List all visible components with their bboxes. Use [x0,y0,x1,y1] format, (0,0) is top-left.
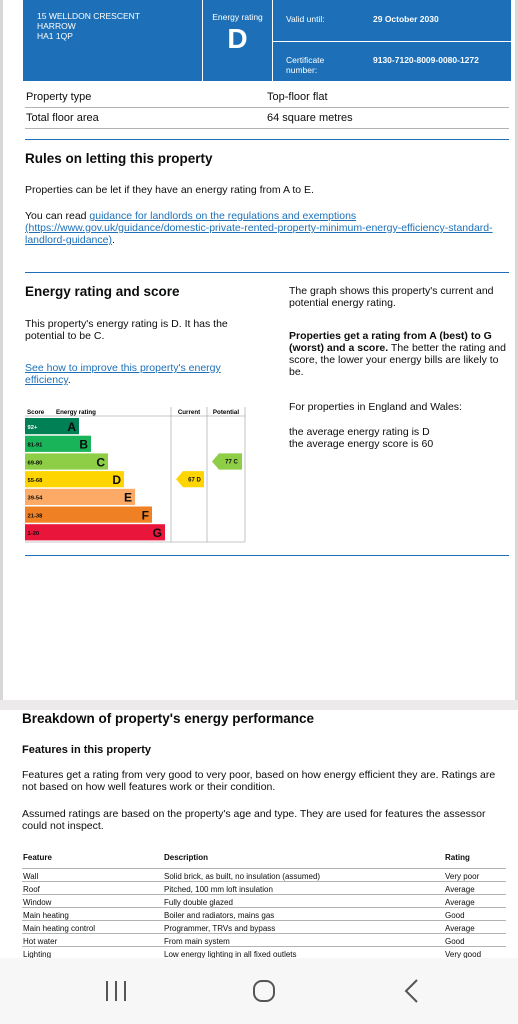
table-row: Main heating control Programmer, TRVs and… [22,921,506,934]
features-paragraph-2: Assumed ratings are based on the propert… [22,808,486,832]
band-letter-d: D [112,473,121,487]
band-letter-e: E [124,491,132,505]
band-letter-c: C [96,455,105,469]
rating-paragraph: This property's energy rating is D. It h… [25,318,228,342]
rating-band-d [25,471,124,488]
rating-explanation: Properties get a rating from A (best) to… [289,330,506,378]
rating-section-title: Energy rating and score [25,284,180,299]
average-rating: the average energy rating is D [289,426,430,438]
band-range-e: 39-54 [28,496,44,502]
certificate-header: 15 WELLDON CRESCENT HARROW HA1 1QP Energ… [23,0,511,81]
property-address: 15 WELLDON CRESCENT HARROW HA1 1QP [37,11,140,41]
features-paragraph-1: Features get a rating from very good to … [22,769,496,793]
chart-header-potential: Potential [213,409,239,416]
band-letter-f: F [142,508,149,522]
certificate-number-label: Certificate number: [286,55,325,75]
rating-band-g [25,524,165,541]
improve-paragraph: See how to improve this property's energ… [25,362,221,386]
rating-band-c [25,453,108,470]
recent-apps-icon [106,981,126,1001]
back-icon [404,979,418,1003]
potential-rating-arrow [212,453,242,470]
table-header-row: Feature Description Rating [22,852,506,869]
table-row: Window Fully double glazed Average [22,895,506,908]
table-row: Roof Pitched, 100 mm loft insulation Avera… [22,882,506,895]
table-row: Hot water From main system Good [22,934,506,947]
letting-title: Rules on letting this property [25,151,213,166]
band-range-g: 1-20 [28,531,40,537]
letting-guidance: You can read guidance for landlords on t… [25,210,493,246]
recent-apps-button[interactable] [96,976,136,1006]
average-score: the average energy score is 60 [289,438,434,450]
band-range-f: 21-38 [28,513,44,519]
guidance-link[interactable]: guidance for landlords on the regulation… [25,210,493,246]
rating-band-a [25,418,79,435]
chart-header-current: Current [178,409,200,416]
table-row: Wall Solid brick, as built, no insulation… [22,869,506,882]
features-subtitle: Features in this property [22,744,151,756]
energy-rating-label: Energy rating [212,12,263,22]
certificate-number-value: 9130-7120-8009-0080-1272 [373,55,479,65]
valid-until-value: 29 October 2030 [373,14,439,24]
graph-description: The graph shows this property's current … [289,285,494,309]
band-range-b: 81-91 [28,443,44,449]
table-row: Main heating Boiler and radiators, mains … [22,908,506,921]
letting-paragraph: Properties can be let if they have an en… [25,184,314,196]
android-navigation-bar [0,958,518,1024]
rating-band-e [25,488,135,505]
band-letter-a: A [67,420,76,434]
band-range-d: 55-68 [28,478,44,484]
current-rating-label: 67 D [188,477,201,483]
chart-header-score: Score [27,409,45,416]
rating-band-b [25,435,91,452]
valid-until-label: Valid until: [286,14,325,24]
band-letter-b: B [79,438,88,452]
document-page-1: 15 WELLDON CRESCENT HARROW HA1 1QP Energ… [0,0,518,700]
home-icon [253,980,275,1002]
back-button[interactable] [392,976,432,1006]
current-rating-arrow [176,471,204,488]
band-range-c: 69-80 [28,460,43,466]
energy-rating-letter: D [227,23,248,54]
summary-row-property-type: Property type Top-floor flat [25,87,509,108]
home-button[interactable] [244,976,284,1006]
chart-header-rating: Energy rating [56,409,96,416]
improve-link[interactable]: See how to improve this property's energ… [25,362,221,386]
energy-rating-chart: Score Energy rating Current Potential 92+ A 81… [25,407,246,543]
summary-row-floor-area: Total floor area 64 square metres [25,108,509,129]
page-separator [0,700,518,710]
band-range-a: 92+ [28,425,38,431]
england-wales-note: For properties in England and Wales: [289,401,462,413]
rating-band-f [25,506,152,523]
potential-rating-label: 77 C [225,460,238,466]
features-table: Feature Description Rating Wall Solid bri… [22,852,506,960]
band-letter-g: G [153,526,162,540]
breakdown-title: Breakdown of property's energy performan… [22,711,315,726]
